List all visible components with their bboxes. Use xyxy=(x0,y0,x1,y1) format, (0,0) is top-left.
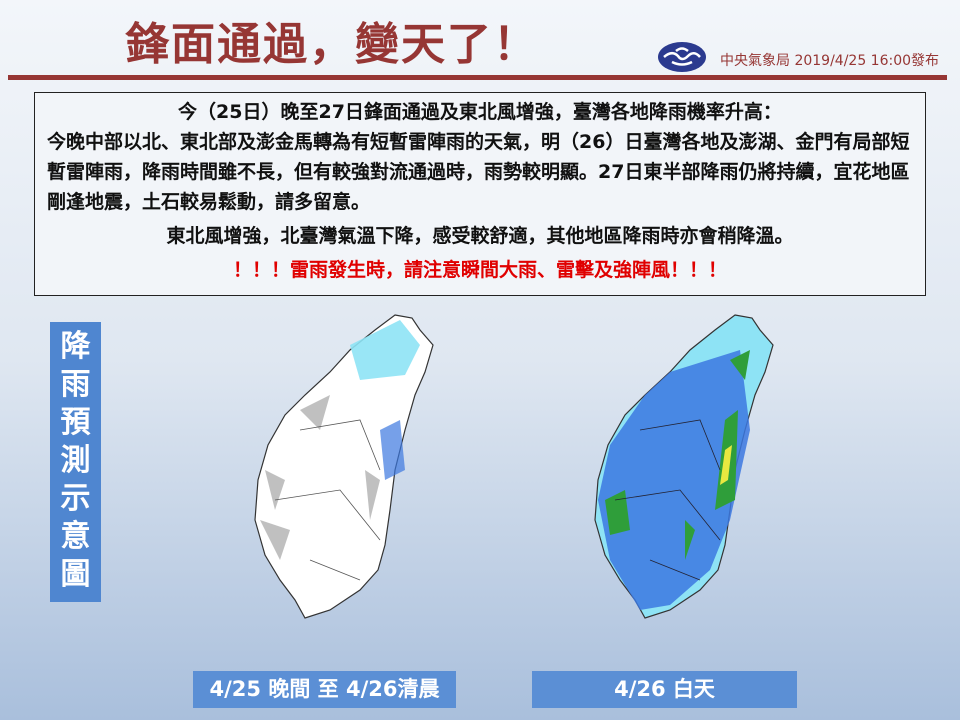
side-label: 降雨預測示意圖 xyxy=(50,322,101,602)
thunderstorm-warning: ！！！雷雨發生時，請注意瞬間大雨、雷擊及強陣風！！！ xyxy=(232,259,727,281)
title-divider xyxy=(8,75,947,80)
map-caption-night: 4/25 晚間 至 4/26清晨 xyxy=(193,671,456,708)
page-title: 鋒面通過，變天了！ xyxy=(125,19,539,70)
summary-box: 今（25日）晚至27日鋒面通過及東北風增強，臺灣各地降雨機率升高： 今晚中部以北… xyxy=(34,92,926,296)
map-caption-day: 4/26 白天 xyxy=(532,671,797,708)
summary-detail: 今晚中部以北、東北部及澎金馬轉為有短暫雷陣雨的天氣，明（26）日臺灣各地及澎湖、… xyxy=(47,131,910,213)
map-night xyxy=(254,314,434,619)
rainfall-maps xyxy=(254,314,774,619)
map-day xyxy=(594,314,774,619)
cwb-logo-icon xyxy=(658,42,706,72)
summary-temperature: 東北風增強，北臺灣氣溫下降，感受較舒適，其他地區降雨時亦會稍降溫。 xyxy=(166,225,794,247)
issuer-timestamp: 中央氣象局 2019/4/25 16:00發布 xyxy=(720,53,940,69)
summary-headline: 今（25日）晚至27日鋒面通過及東北風增強，臺灣各地降雨機率升高： xyxy=(178,101,782,123)
